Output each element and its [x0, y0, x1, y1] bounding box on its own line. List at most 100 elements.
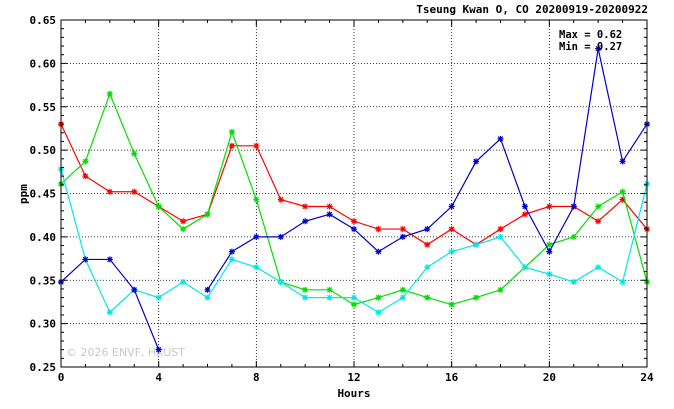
- data-point-marker: [399, 226, 406, 233]
- data-point-marker: [253, 142, 260, 149]
- data-point-marker: [326, 286, 333, 293]
- data-point-marker: [302, 218, 309, 225]
- data-point-marker: [595, 264, 602, 271]
- data-point-marker: [82, 158, 89, 165]
- y-tick-label: 0.50: [30, 144, 57, 157]
- series-line: [206, 48, 648, 291]
- y-tick-label: 0.35: [30, 274, 57, 287]
- data-point-marker: [82, 256, 89, 263]
- x-tick-label: 20: [543, 371, 556, 384]
- data-point-marker: [351, 226, 357, 233]
- grid-layer: [61, 20, 647, 367]
- data-point-marker: [228, 248, 235, 255]
- data-point-marker: [351, 294, 357, 301]
- data-point-marker: [570, 278, 577, 285]
- x-tick-label: 8: [253, 371, 260, 384]
- max-annotation: Max = 0.62: [559, 29, 622, 41]
- data-point-marker: [253, 233, 260, 240]
- data-point-marker: [595, 218, 602, 225]
- y-tick-label: 0.45: [30, 188, 57, 201]
- data-point-marker: [155, 294, 162, 301]
- data-point-marker: [521, 203, 528, 210]
- data-point-marker: [448, 301, 455, 308]
- data-point-marker: [302, 203, 309, 210]
- data-point-marker: [375, 294, 382, 301]
- data-point-marker: [351, 301, 357, 308]
- data-point-marker: [106, 90, 113, 97]
- data-point-marker: [619, 188, 626, 195]
- data-point-marker: [619, 278, 626, 285]
- data-point-marker: [521, 264, 528, 271]
- data-point-marker: [253, 264, 260, 271]
- x-tick-label: 12: [347, 371, 360, 384]
- data-point-marker: [228, 128, 235, 135]
- data-point-marker: [448, 226, 455, 233]
- data-point-marker: [106, 256, 113, 263]
- data-point-marker: [204, 286, 211, 293]
- data-point-marker: [302, 286, 309, 293]
- series-line: [60, 258, 160, 350]
- data-point-marker: [204, 294, 211, 301]
- data-point-marker: [546, 271, 553, 278]
- data-point-marker: [302, 294, 309, 301]
- data-point-marker: [497, 135, 504, 142]
- data-point-marker: [131, 150, 138, 157]
- data-point-marker: [204, 211, 211, 218]
- y-tick-label: 0.25: [30, 361, 57, 374]
- data-point-marker: [253, 196, 260, 203]
- data-point-marker: [375, 248, 382, 255]
- data-point-marker: [424, 226, 431, 233]
- min-annotation: Min = 0.27: [559, 41, 622, 53]
- data-point-marker: [326, 294, 333, 301]
- x-tick-label: 16: [445, 371, 459, 384]
- data-point-marker: [351, 218, 357, 225]
- y-tick-label: 0.30: [30, 318, 57, 331]
- data-point-marker: [180, 226, 187, 233]
- data-point-marker: [424, 294, 431, 301]
- data-point-marker: [375, 309, 382, 316]
- data-point-marker: [82, 173, 89, 180]
- data-point-marker: [448, 203, 455, 210]
- data-point-marker: [131, 188, 138, 195]
- series-layer: [58, 45, 650, 353]
- x-tick-label: 0: [58, 371, 65, 384]
- data-point-marker: [497, 233, 504, 240]
- x-tick-label: 24: [640, 371, 654, 384]
- data-point-marker: [570, 203, 577, 210]
- data-point-marker: [106, 309, 113, 316]
- data-point-marker: [521, 211, 528, 218]
- data-point-marker: [448, 248, 455, 255]
- watermark-text: © 2026 ENVF, HKUST: [66, 346, 185, 359]
- data-point-marker: [546, 203, 553, 210]
- data-point-marker: [546, 241, 553, 248]
- data-point-marker: [424, 264, 431, 271]
- series-3: [58, 166, 650, 316]
- chart-title: Tseung Kwan O, CO 20200919-20200922: [416, 3, 648, 16]
- data-point-marker: [473, 294, 480, 301]
- data-point-marker: [473, 158, 480, 165]
- data-point-marker: [619, 196, 626, 203]
- data-point-marker: [546, 248, 553, 255]
- data-point-marker: [570, 233, 577, 240]
- data-point-marker: [399, 286, 406, 293]
- data-point-marker: [375, 226, 382, 233]
- x-axis-label: Hours: [337, 387, 370, 400]
- y-tick-label: 0.40: [30, 231, 57, 244]
- y-tick-label: 0.65: [30, 14, 57, 27]
- data-point-marker: [228, 256, 235, 263]
- data-point-marker: [595, 45, 602, 52]
- data-point-marker: [277, 278, 284, 285]
- data-point-marker: [326, 211, 333, 218]
- data-point-marker: [497, 226, 504, 233]
- data-point-marker: [497, 286, 504, 293]
- data-point-marker: [131, 286, 138, 293]
- data-point-marker: [619, 158, 626, 165]
- data-point-marker: [277, 196, 284, 203]
- data-point-marker: [155, 346, 162, 353]
- data-point-marker: [106, 188, 113, 195]
- data-point-marker: [399, 233, 406, 240]
- data-point-marker: [180, 278, 187, 285]
- data-point-marker: [473, 241, 480, 248]
- data-point-marker: [155, 203, 162, 210]
- tick-layer: 0 4 8 12 16 20 24 0.25 0.30 0.35 0.40 0.45 0.50 0.55 0…: [30, 14, 654, 384]
